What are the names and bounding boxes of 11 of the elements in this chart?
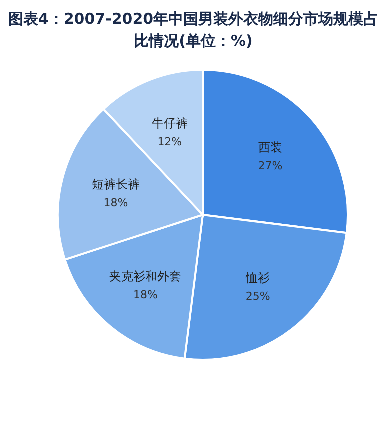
data-label: 27% [258, 160, 283, 173]
slice-label: 短裤长裤 [92, 178, 140, 192]
data-label: 18% [104, 196, 128, 210]
data-label: 12% [158, 135, 182, 148]
slice-label: 恤衫 [245, 271, 270, 286]
slice-label: 西装 [258, 140, 282, 155]
slice-label: 夹克衫和外套 [110, 269, 182, 284]
slice-label: 牛仔裤 [152, 116, 188, 130]
data-label: 25% [246, 290, 270, 304]
chart-title: 图表4：2007-2020年中国男装外衣物细分市场规模占比情况(单位：%) [8, 10, 379, 50]
data-label: 18% [133, 288, 158, 302]
